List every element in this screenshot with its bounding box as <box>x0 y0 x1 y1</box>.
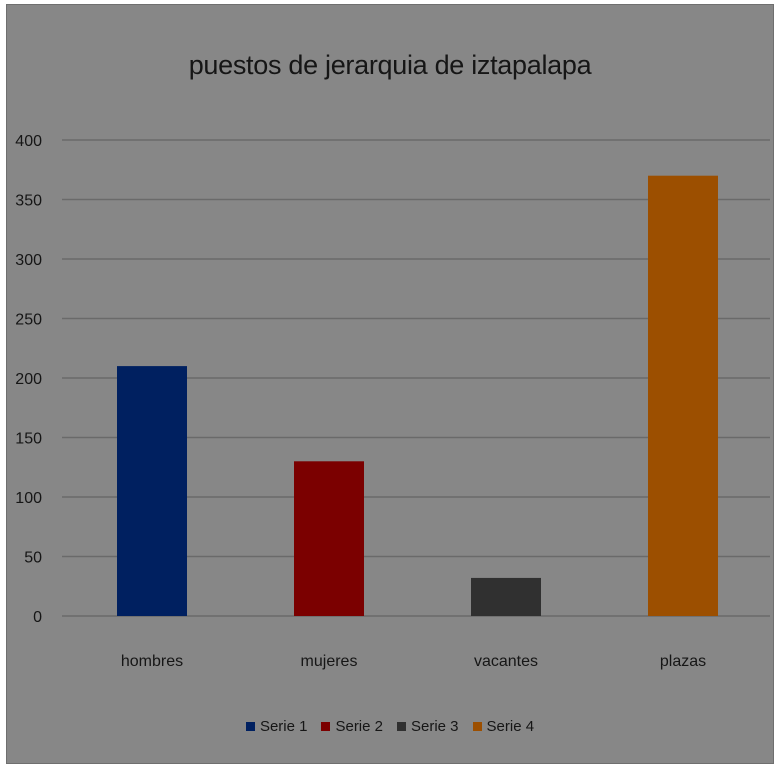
y-tick-label: 350 <box>15 193 42 210</box>
legend-swatch <box>397 722 406 731</box>
x-tick-label: mujeres <box>301 653 358 670</box>
bar-hombres <box>117 366 187 616</box>
y-tick-label: 400 <box>15 133 42 150</box>
legend-swatch <box>472 722 482 731</box>
legend-item: Serie 4 <box>472 718 535 735</box>
legend-label: Serie 3 <box>411 718 459 735</box>
y-tick-label: 0 <box>33 609 42 626</box>
x-tick-label: hombres <box>121 653 183 670</box>
legend-label: Serie 4 <box>486 718 535 735</box>
bar-plazas <box>648 175 718 616</box>
legend-label: Serie 1 <box>259 718 308 735</box>
legend-label: Serie 2 <box>335 718 383 735</box>
y-tick-label: 250 <box>15 312 42 329</box>
y-tick-label: 50 <box>24 550 42 567</box>
y-tick-label: 150 <box>15 431 42 448</box>
x-tick-label: plazas <box>660 653 706 670</box>
y-tick-label: 100 <box>15 490 42 507</box>
legend-item: Serie 3 <box>397 718 459 735</box>
y-tick-label: 300 <box>15 252 42 269</box>
legend-item: Serie 2 <box>321 718 383 735</box>
legend-swatch <box>245 722 255 731</box>
y-tick-label: 200 <box>15 371 42 388</box>
x-tick-label: vacantes <box>474 653 538 670</box>
bar-vacantes <box>471 577 541 616</box>
chart-legend: Serie 1 Serie 2 Serie 3 Serie 4 <box>0 718 780 735</box>
legend-swatch <box>321 722 331 731</box>
chart-title: puestos de jerarquia de iztapalapa <box>188 50 592 80</box>
bar-mujeres <box>294 461 364 616</box>
legend-item: Serie 1 <box>245 718 308 735</box>
